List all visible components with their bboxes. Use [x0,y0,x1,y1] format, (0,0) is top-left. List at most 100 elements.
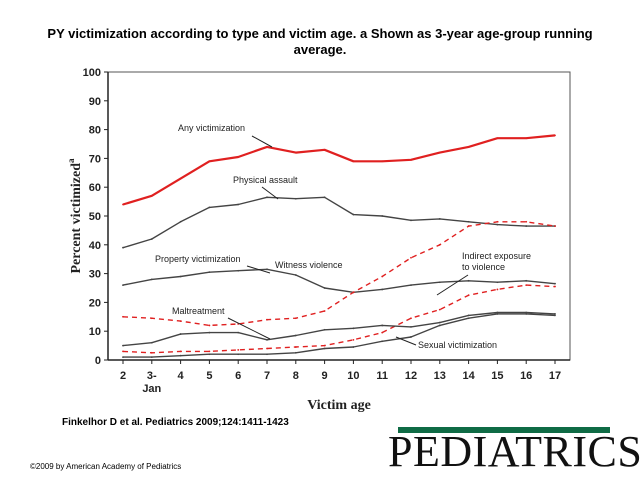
data-point [179,350,182,353]
data-point [266,353,268,356]
data-point [410,219,412,222]
annotation-leader [436,274,469,296]
data-point [294,151,297,154]
y-tick-label: 10 [89,326,101,338]
data-point [237,203,240,206]
series-line-1 [122,134,556,206]
data-point [525,313,528,315]
annotation-6: Maltreatment [172,306,225,316]
data-point [496,220,499,223]
data-point [496,311,499,314]
data-point [352,160,355,163]
data-point [554,134,556,137]
data-point [438,324,441,327]
y-tick-label: 50 [89,211,101,223]
logo-bar [398,427,610,433]
data-point [381,160,384,163]
y-tick-label: 70 [89,153,101,165]
x-tick-label: 16 [520,370,532,382]
annotation-leader [246,265,271,274]
data-point [208,350,211,353]
data-point [381,275,384,278]
data-point [525,311,528,314]
data-point [237,331,240,334]
data-point [208,160,211,163]
data-point [410,284,412,287]
data-point [467,145,470,148]
plot-frame [107,71,571,361]
annotation-4: Witness violence [275,260,343,270]
x-tick-label: 13 [434,370,446,382]
data-point [438,281,441,284]
data-point [237,156,240,158]
data-point [352,291,355,294]
data-point [208,271,211,274]
data-point [323,310,326,312]
x-tick-label: 5 [206,370,212,382]
data-point [179,354,182,357]
series-line-6 [122,311,556,347]
data-point [381,340,384,343]
data-point [122,356,124,359]
data-point [294,274,297,276]
data-point [208,353,211,356]
x-tick-label: 12 [405,370,417,382]
data-point [438,308,441,311]
x-tick-label: 7 [264,370,270,382]
data-point [496,137,499,140]
annotation-leader [251,135,273,148]
data-point [266,196,268,199]
data-point [496,223,499,226]
data-point [496,313,499,315]
data-point [323,196,326,199]
y-tick-label: 0 [95,355,101,367]
data-point [438,243,441,246]
data-point [323,148,326,151]
x-tick-label: 3-Jan [142,370,161,395]
series-line-5 [122,284,556,354]
data-point [323,328,326,331]
x-tick-label: 9 [322,370,328,382]
x-tick-label: 6 [235,370,241,382]
y-tick-label: 30 [89,269,101,281]
annotation-3: Property victimization [155,254,241,264]
data-point [266,338,268,341]
data-point [179,177,182,180]
annotation-1: Any victimization [178,123,245,133]
x-tick-label: 11 [376,370,388,382]
annotation-2: Physical assault [233,175,298,185]
y-axis-title: Percent victimizeda [66,158,84,274]
series-line-2 [122,196,555,249]
data-point [294,351,297,354]
data-point [410,256,412,259]
data-point [179,333,182,335]
data-point [294,317,297,320]
x-tick-label: 15 [491,370,503,382]
data-point [352,338,355,341]
data-point [150,351,153,354]
data-point [467,317,470,320]
data-point [496,288,499,291]
annotation-leader [261,186,279,200]
data-point [237,269,240,272]
x-tick-label: 4 [178,370,185,382]
data-point [266,268,268,271]
data-point [294,346,297,348]
data-point [554,225,556,227]
data-point [496,281,499,284]
citation: Finkelhor D et al. Pediatrics 2009;124:1… [62,417,289,428]
data-point [150,356,153,359]
data-point [467,220,470,223]
data-point [237,349,240,351]
data-point [410,158,412,161]
data-point [525,284,528,287]
data-point [294,334,297,337]
data-point [525,220,528,223]
y-tick-label: 80 [89,125,101,137]
data-point [150,341,153,344]
data-point [179,275,182,278]
data-point [122,284,124,287]
y-tick-label: 20 [89,297,101,309]
data-point [554,313,556,315]
data-point [208,324,211,327]
